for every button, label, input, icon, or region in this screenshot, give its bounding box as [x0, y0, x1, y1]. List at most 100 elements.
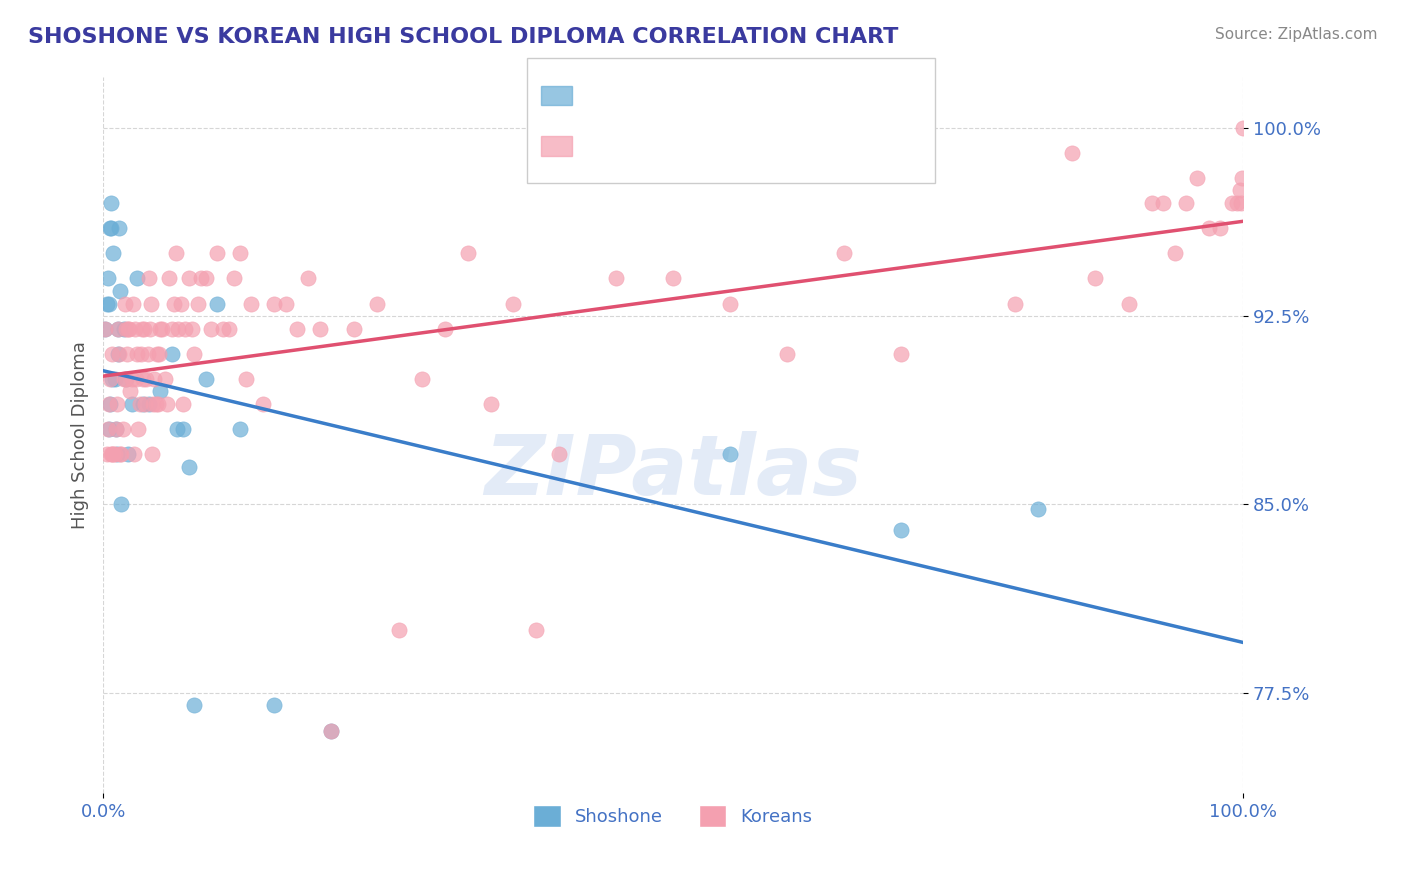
Point	[165, 246, 187, 260]
Point	[101, 447, 124, 461]
Point	[1229, 196, 1251, 211]
Point	[1232, 120, 1254, 135]
Point	[128, 397, 150, 411]
Point	[121, 372, 143, 386]
Point	[157, 271, 180, 285]
Point	[160, 321, 183, 335]
Point	[118, 321, 141, 335]
Point	[1229, 184, 1251, 198]
Point	[183, 698, 205, 713]
Point	[297, 271, 319, 285]
Point	[127, 271, 149, 285]
Point	[224, 271, 246, 285]
Point	[107, 321, 129, 335]
Point	[167, 321, 190, 335]
Point	[105, 397, 128, 411]
Point	[132, 372, 155, 386]
Point	[1118, 296, 1140, 310]
Point	[121, 296, 143, 310]
Point	[263, 698, 285, 713]
Point	[100, 196, 122, 211]
Point	[177, 271, 200, 285]
Point	[103, 447, 125, 461]
Point	[141, 447, 163, 461]
Point	[104, 422, 127, 436]
Point	[122, 447, 145, 461]
Point	[194, 372, 217, 386]
Point	[97, 422, 120, 436]
Point	[163, 296, 186, 310]
Point	[110, 498, 132, 512]
Point	[166, 422, 188, 436]
Point	[1220, 196, 1243, 211]
Point	[134, 321, 156, 335]
Point	[121, 397, 143, 411]
Point	[112, 321, 135, 335]
Point	[776, 347, 799, 361]
Point	[134, 397, 156, 411]
Point	[1060, 145, 1083, 160]
Point	[115, 321, 138, 335]
Point	[1140, 196, 1163, 211]
Point	[169, 296, 191, 310]
Point	[97, 422, 120, 436]
Point	[100, 447, 122, 461]
Point	[110, 284, 132, 298]
Point	[1175, 196, 1198, 211]
Point	[135, 372, 157, 386]
Point	[479, 397, 502, 411]
Point	[139, 296, 162, 310]
Point	[115, 372, 138, 386]
Point	[434, 321, 457, 335]
Point	[1230, 170, 1253, 185]
Point	[124, 321, 146, 335]
Point	[115, 347, 138, 361]
Point	[263, 296, 285, 310]
Point	[229, 422, 252, 436]
Point	[139, 321, 162, 335]
Point	[103, 447, 125, 461]
Point	[149, 384, 172, 399]
Point	[127, 347, 149, 361]
Point	[240, 296, 263, 310]
Point	[105, 447, 128, 461]
Point	[366, 296, 388, 310]
Point	[411, 372, 433, 386]
Point	[343, 321, 366, 335]
Point	[1004, 296, 1026, 310]
Point	[388, 623, 411, 637]
Point	[1209, 221, 1232, 235]
Point	[138, 397, 160, 411]
Point	[319, 723, 342, 738]
Point	[718, 447, 741, 461]
Point	[112, 372, 135, 386]
Point	[114, 296, 136, 310]
Point	[138, 271, 160, 285]
Point	[98, 221, 121, 235]
Y-axis label: High School Diploma: High School Diploma	[72, 342, 89, 529]
Point	[145, 347, 167, 361]
Point	[94, 321, 117, 335]
Point	[200, 321, 222, 335]
Point	[890, 523, 912, 537]
Point	[1226, 196, 1249, 211]
Point	[172, 422, 194, 436]
Point	[172, 397, 194, 411]
Point	[117, 321, 139, 335]
Point	[101, 372, 124, 386]
Text: R =   0.184   N = 116: R = 0.184 N = 116	[583, 138, 811, 156]
Point	[153, 372, 176, 386]
Point	[98, 372, 121, 386]
Point	[1198, 221, 1220, 235]
Legend: Shoshone, Koreans: Shoshone, Koreans	[526, 798, 820, 834]
Point	[149, 321, 172, 335]
Point	[97, 397, 120, 411]
Point	[457, 246, 479, 260]
Point	[211, 321, 233, 335]
Point	[1152, 196, 1174, 211]
Point	[132, 397, 155, 411]
Text: Source: ZipAtlas.com: Source: ZipAtlas.com	[1215, 27, 1378, 42]
Point	[104, 422, 127, 436]
Point	[94, 321, 117, 335]
Point	[308, 321, 330, 335]
